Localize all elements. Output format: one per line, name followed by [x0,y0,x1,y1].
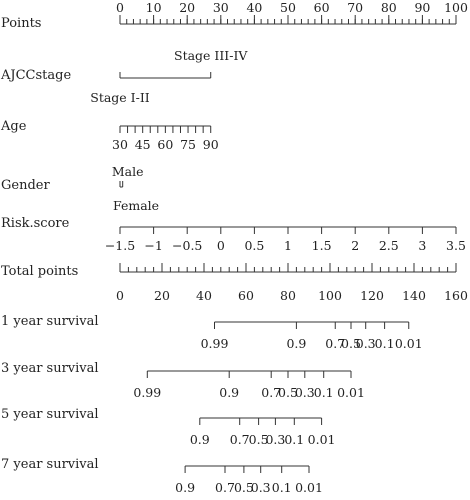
row-ajccstage: AJCCstage Stage III-IV Stage I-II [0,48,248,105]
row-label: 5 year survival [1,407,99,422]
row-age: Age 30 45 60 75 90 [0,119,219,152]
tick-label: 0.01 [395,336,423,351]
tick-label: 60 [157,137,173,152]
tick-label: 2 [351,238,359,253]
tick-label: 160 [444,288,468,303]
tick-label: 0.01 [337,385,365,400]
row-label: Gender [1,178,50,193]
tick-label: 0.1 [272,480,292,495]
tick-label: −1 [144,238,162,253]
tick-label: 0.9 [190,432,210,447]
tick-label: 0 [116,288,124,303]
tick-label: 10 [146,0,162,15]
tick-label: 0.3 [295,385,315,400]
tick-label: 0.5 [244,238,264,253]
tick-label: 120 [360,288,384,303]
tick-label: 0.5 [249,432,269,447]
row-total-points: Total points 0 20 40 60 80 100 120 140 160 [1,263,468,303]
tick-label: 100 [444,0,468,15]
tick-label: 140 [402,288,426,303]
tick-label: 0.3 [356,336,376,351]
level-label: Female [113,198,159,213]
row-gender: Gender Male Female [1,164,159,213]
tick-label: 0 [116,0,124,15]
tick-label: 0.7 [215,480,235,495]
tick-label: 90 [203,137,219,152]
tick-label: 3.5 [446,238,466,253]
tick-label: 0.99 [201,336,229,351]
row-3-year-survival: 3 year survival 0.99 0.9 0.70.50.3 0.1 0.01 [1,361,365,400]
tick-label: 0.9 [219,385,239,400]
level-label: Stage I-II [90,90,150,105]
tick-label: −1.5 [105,238,135,253]
tick-label: 45 [135,137,151,152]
tick-label: 90 [414,0,430,15]
tick-label: 0.9 [175,480,195,495]
tick-label: 30 [213,0,229,15]
tick-label: 0.5 [278,385,298,400]
level-label: Stage III-IV [174,48,248,63]
row-label: Risk.score [1,216,70,231]
tick-label: 0.7 [230,432,250,447]
row-label: Age [0,119,27,134]
row-5-year-survival: 5 year survival 0.9 0.7 0.50.3 0.1 0.01 [1,407,336,447]
row-label: 3 year survival [1,361,99,376]
tick-label: 0.3 [265,432,285,447]
row-label: Total points [1,264,78,279]
tick-label: 0.3 [251,480,271,495]
row-1-year-survival: 1 year survival 0.99 0.9 0.70.50.3 0.1 0.01 [1,314,423,351]
tick-label: 60 [238,288,254,303]
tick-label: 20 [154,288,170,303]
tick-label: 80 [381,0,397,15]
tick-label: 30 [112,137,128,152]
tick-label: 75 [180,137,196,152]
tick-label: 20 [179,0,195,15]
tick-label: 2.5 [379,238,399,253]
tick-label: 50 [280,0,296,15]
row-7-year-survival: 7 year survival 0.9 0.7 0.50.3 0.1 0.01 [1,457,323,495]
row-risk-score: Risk.score −1.5 −1 −0.5 0 0.5 1 1.5 2 2.5 3 3.5 [1,216,466,253]
tick-label: 0 [217,238,225,253]
row-label: 1 year survival [1,314,99,329]
tick-label: 0.99 [133,385,161,400]
tick-label: 0.01 [308,432,336,447]
tick-label: 0.7 [325,336,345,351]
tick-label: 1 [284,238,292,253]
tick-label: 100 [318,288,342,303]
tick-label: 3 [418,238,426,253]
tick-label: 1.5 [312,238,332,253]
tick-label: 80 [280,288,296,303]
tick-label: 0.1 [314,385,334,400]
tick-label: 0.5 [234,480,254,495]
tick-label: 60 [314,0,330,15]
tick-label: 40 [246,0,262,15]
tick-label: 40 [196,288,212,303]
level-label: Male [112,164,144,179]
tick-label: 70 [347,0,363,15]
row-label: AJCCstage [0,68,71,83]
tick-label: 0.1 [375,336,395,351]
row-label: 7 year survival [1,457,99,472]
row-label: Points [1,16,41,31]
tick-label: 0.7 [261,385,281,400]
tick-label: 0.5 [341,336,361,351]
tick-label: 0.1 [284,432,304,447]
tick-label: 0.01 [295,480,323,495]
tick-label: −0.5 [172,238,202,253]
tick-label: 0.9 [286,336,306,351]
row-points: Points 0 10 20 30 40 50 60 70 80 90 100 [1,0,468,31]
